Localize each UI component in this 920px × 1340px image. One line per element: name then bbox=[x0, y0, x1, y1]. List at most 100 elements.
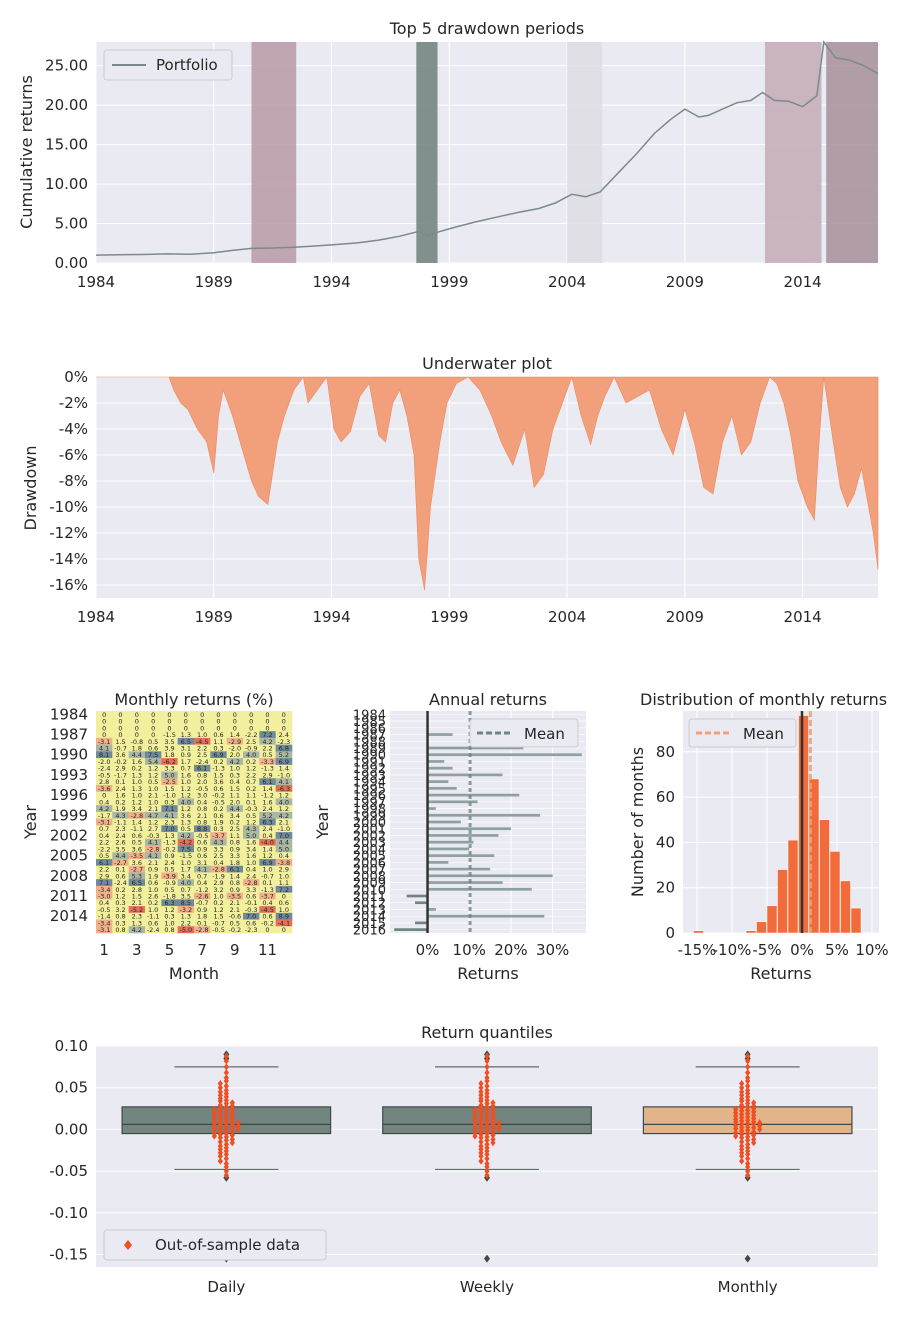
heatmap-cell-value: 2.5 bbox=[213, 852, 223, 860]
quantiles-tick-labels: 0.10 0.05 0.00 -0.05 -0.10 -0.15 Daily Weekly Mo… bbox=[49, 1037, 778, 1296]
heatmap-cell bbox=[259, 906, 276, 914]
y-tick-label: 20 bbox=[656, 879, 675, 897]
outlier-marker bbox=[484, 1254, 490, 1263]
heatmap-cell-value: 2.9 bbox=[262, 771, 272, 779]
heatmap-cell bbox=[128, 724, 146, 732]
heatmap-cell bbox=[145, 832, 162, 840]
y-tick-label: -12% bbox=[49, 524, 88, 542]
swarm-point bbox=[223, 1052, 229, 1060]
heatmap-cell-value: 1.2 bbox=[132, 798, 142, 806]
heatmap-cell-value: -0.5 bbox=[212, 798, 225, 806]
heatmap-cell bbox=[177, 811, 195, 819]
heatmap-cell-value: -1.7 bbox=[114, 771, 127, 779]
annual-bar bbox=[406, 894, 428, 898]
heatmap-cell-value: 1.0 bbox=[246, 859, 256, 867]
heatmap-cell bbox=[96, 805, 113, 813]
heatmap-cell-value: 0 bbox=[167, 711, 171, 719]
heatmap-cell bbox=[243, 879, 260, 887]
heatmap-cell bbox=[243, 838, 260, 846]
heatmap-cell-value: 2.1 bbox=[148, 805, 158, 813]
heatmap-cell bbox=[112, 852, 129, 860]
heatmap-cell-value: 0 bbox=[200, 718, 204, 726]
heatmap-cell-value: 0.6 bbox=[132, 832, 142, 840]
y-tick-label: 0% bbox=[64, 368, 88, 386]
annual-year-label: 2007 bbox=[353, 863, 386, 878]
heatmap-cell-value: 3.4 bbox=[230, 812, 240, 820]
heatmap-cell bbox=[194, 711, 211, 719]
heatmap-cell bbox=[177, 751, 195, 759]
heatmap-cell-value: -0.2 bbox=[212, 792, 225, 800]
heatmap-cell-value: 2.9 bbox=[213, 879, 223, 887]
annual-bar bbox=[427, 773, 503, 777]
heatmap-cell-value: 7.1 bbox=[99, 879, 109, 887]
heatmap-cell bbox=[96, 771, 113, 779]
heatmap-cell-value: 3.5 bbox=[115, 845, 125, 853]
heatmap-cell bbox=[161, 717, 178, 725]
heatmap-cell bbox=[226, 771, 244, 779]
heatmap-cell-value: 0.2 bbox=[132, 765, 142, 773]
heatmap-cell-value: 3.1 bbox=[181, 745, 191, 753]
heatmap-cell bbox=[112, 865, 129, 873]
heatmap-cell-value: 0.6 bbox=[197, 852, 207, 860]
heatmap-cell bbox=[112, 838, 129, 846]
heatmap-cell-value: -4.5 bbox=[196, 738, 209, 746]
heatmap-cell-value: 2.6 bbox=[115, 839, 125, 847]
heatmap-cell-value: 2.1 bbox=[230, 899, 240, 907]
heatmap-cell-value: 0.6 bbox=[246, 893, 256, 901]
heatmap-cell-value: 2.2 bbox=[99, 839, 109, 847]
histogram-bar bbox=[829, 851, 841, 934]
x-tick-label: 1994 bbox=[312, 608, 350, 626]
heatmap-cell bbox=[96, 818, 113, 826]
heatmap-cell bbox=[177, 724, 195, 732]
x-tick-label: 1999 bbox=[430, 273, 468, 291]
annual-bar bbox=[427, 813, 541, 817]
heatmap-cell-value: 0 bbox=[151, 731, 155, 739]
heatmap-cell bbox=[226, 711, 244, 719]
heatmap-cell bbox=[194, 865, 211, 873]
heatmap-cell-value: -1.3 bbox=[261, 765, 274, 773]
heatmap-cell-value: 0.4 bbox=[99, 798, 109, 806]
swarm-point bbox=[223, 1082, 229, 1090]
heatmap-cell-value: 2.3 bbox=[132, 913, 142, 921]
heatmap-cell bbox=[177, 737, 195, 745]
heatmap-cell bbox=[275, 764, 293, 772]
distribution-title: Distribution of monthly returns bbox=[640, 690, 887, 709]
heatmap-cell-value: 0.6 bbox=[262, 913, 272, 921]
swarm-point bbox=[217, 1084, 223, 1092]
heatmap-cell bbox=[145, 737, 162, 745]
heatmap-cell-value: 0.4 bbox=[197, 798, 207, 806]
x-tick-label: 30% bbox=[536, 941, 569, 959]
heatmap-cell bbox=[210, 818, 227, 826]
swarm-point bbox=[229, 1139, 235, 1147]
heatmap-cell-value: 7.0 bbox=[279, 832, 289, 840]
heatmap-cell-value: 0.5 bbox=[132, 839, 142, 847]
annual-bar bbox=[427, 867, 491, 871]
annual-bar bbox=[427, 827, 511, 831]
heatmap-cell bbox=[145, 892, 162, 900]
heatmap-cell-value: 2.4 bbox=[279, 731, 289, 739]
heatmap-cell-value: 1.4 bbox=[262, 785, 272, 793]
heatmap-cell-value: -2.7 bbox=[114, 859, 127, 867]
heatmap-cell-value: 1.2 bbox=[262, 852, 272, 860]
heatmap-cell-value: 0.5 bbox=[181, 825, 191, 833]
heatmap-cell-value: 0.2 bbox=[115, 798, 125, 806]
heatmap-cell-value: 1.9 bbox=[115, 805, 125, 813]
heatmap-cell-value: 0 bbox=[102, 792, 106, 800]
heatmap-cell-value: 0 bbox=[102, 724, 106, 732]
heatmap-cell bbox=[145, 899, 162, 907]
heatmap-cell bbox=[243, 926, 260, 934]
heatmap-cell-value: 1.3 bbox=[132, 785, 142, 793]
heatmap-cell-value: 0 bbox=[265, 926, 269, 934]
histogram-bar bbox=[798, 715, 809, 934]
heatmap-cell bbox=[96, 758, 113, 766]
heatmap-cell bbox=[128, 926, 146, 934]
heatmap-cell bbox=[128, 778, 146, 786]
heatmap-cell bbox=[194, 798, 211, 806]
heatmap-cell bbox=[161, 724, 178, 732]
heatmap-cell-value: 0.9 bbox=[230, 886, 240, 894]
heatmap-cell-value: 1.0 bbox=[213, 893, 223, 901]
heatmap-cell-value: 6.3 bbox=[164, 899, 174, 907]
heatmap-cell-value: 0 bbox=[249, 718, 253, 726]
heatmap-cell-value: -1.0 bbox=[277, 825, 290, 833]
heatmap-cell-value: -3.8 bbox=[277, 859, 290, 867]
